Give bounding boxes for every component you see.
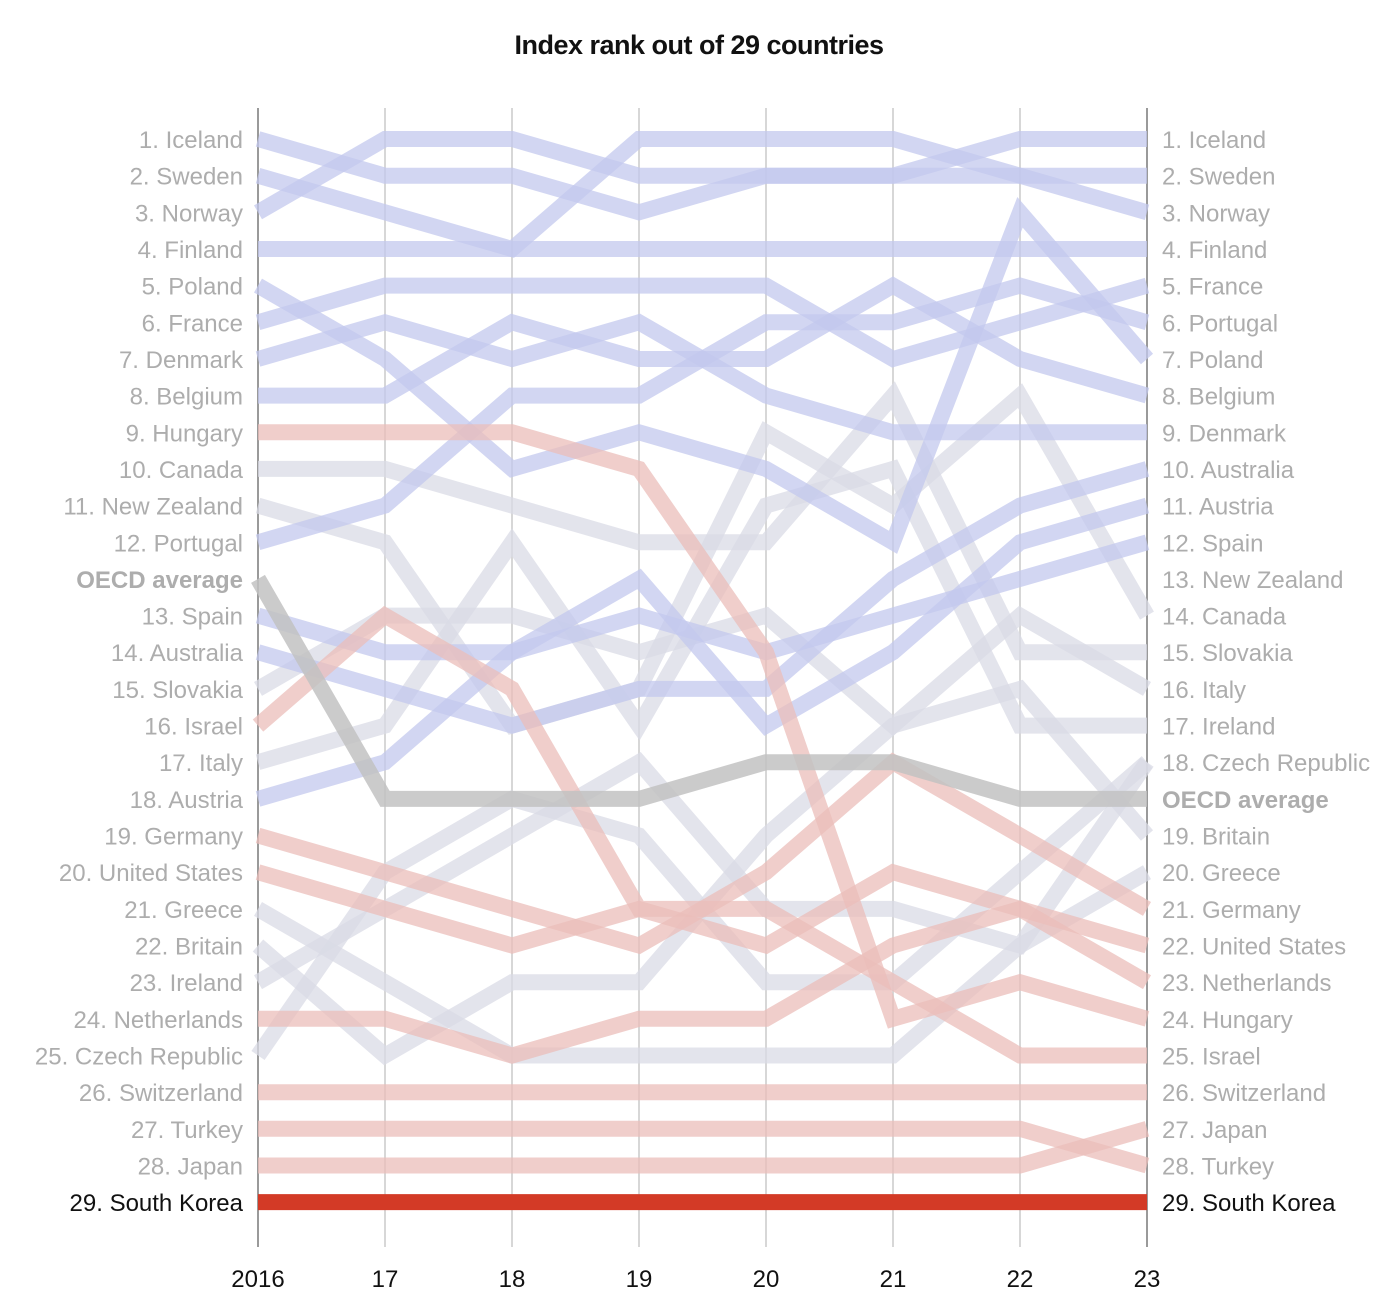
x-tick-label: 20 bbox=[753, 1266, 780, 1293]
left-label: 14. Australia bbox=[111, 640, 244, 667]
right-label: 1. Iceland bbox=[1162, 127, 1266, 154]
left-label: 21. Greece bbox=[124, 897, 243, 924]
left-label: 5. Poland bbox=[142, 274, 243, 301]
x-tick-label: 23 bbox=[1134, 1266, 1161, 1293]
series-line-japan bbox=[258, 1121, 1150, 1174]
chart-title: Index rank out of 29 countries bbox=[514, 30, 884, 60]
left-label: 23. Ireland bbox=[130, 970, 243, 997]
left-label: 19. Germany bbox=[104, 824, 243, 851]
series-line-belgium bbox=[258, 276, 1150, 404]
left-label: 25. Czech Republic bbox=[35, 1044, 243, 1071]
left-label: 20. United States bbox=[59, 860, 243, 887]
series-line-ireland bbox=[254, 751, 1154, 990]
left-label: 18. Austria bbox=[130, 787, 244, 814]
right-label: 20. Greece bbox=[1162, 860, 1281, 887]
left-label: 12. Portugal bbox=[114, 530, 243, 557]
right-label: 12. Spain bbox=[1162, 530, 1263, 557]
right-label: 29. South Korea bbox=[1162, 1190, 1336, 1217]
right-label: 15. Slovakia bbox=[1162, 640, 1293, 667]
right-label: 19. Britain bbox=[1162, 824, 1270, 851]
series-line-oecd-average bbox=[251, 574, 1147, 807]
series-line-turkey bbox=[258, 1120, 1150, 1174]
right-label: 17. Ireland bbox=[1162, 714, 1275, 741]
right-label: 4. Finland bbox=[1162, 237, 1267, 264]
right-label: 22. United States bbox=[1162, 934, 1346, 961]
right-label: 6. Portugal bbox=[1162, 310, 1278, 337]
series-line-australia bbox=[255, 461, 1150, 734]
left-label: 6. France bbox=[142, 310, 243, 337]
left-label: 24. Netherlands bbox=[74, 1007, 243, 1034]
right-label: 10. Australia bbox=[1162, 457, 1295, 484]
series-line-norway bbox=[254, 131, 1150, 220]
left-label: 4. Finland bbox=[138, 237, 243, 264]
right-label: 24. Hungary bbox=[1162, 1007, 1293, 1034]
left-label: 2. Sweden bbox=[130, 164, 243, 191]
x-tick-label: 21 bbox=[880, 1266, 907, 1293]
series-line-greece bbox=[254, 865, 1151, 1064]
series-line-netherlands bbox=[258, 900, 1151, 1064]
series-line-denmark bbox=[255, 313, 1147, 441]
x-tick-label: 18 bbox=[499, 1266, 526, 1293]
right-label: 18. Czech Republic bbox=[1162, 750, 1370, 777]
x-tick-label: 19 bbox=[626, 1266, 653, 1293]
right-label: 7. Poland bbox=[1162, 347, 1263, 374]
left-label: 22. Britain bbox=[135, 934, 243, 961]
right-label: 23. Netherlands bbox=[1162, 970, 1331, 997]
series-line-france bbox=[255, 277, 1150, 368]
left-label: 11. New Zealand bbox=[63, 494, 243, 521]
left-label: 9. Hungary bbox=[126, 420, 243, 447]
left-label: 27. Turkey bbox=[131, 1117, 243, 1144]
left-label: 16. Israel bbox=[144, 714, 243, 741]
left-label: 17. Italy bbox=[159, 750, 243, 777]
series-line-hungary bbox=[258, 424, 1150, 1029]
left-label: 13. Spain bbox=[142, 604, 243, 631]
series-lines bbox=[251, 131, 1154, 1211]
left-labels: 1. Iceland 2. Sweden 3. Norway 4. Finland 5.… bbox=[35, 127, 244, 1217]
right-label: 8. Belgium bbox=[1162, 384, 1275, 411]
left-label: OECD average bbox=[76, 567, 243, 594]
left-label: 7. Denmark bbox=[119, 347, 244, 374]
right-label: 16. Italy bbox=[1162, 677, 1246, 704]
x-tick-label: 2016 bbox=[231, 1266, 284, 1293]
left-label: 29. South Korea bbox=[70, 1190, 244, 1217]
series-line-united-states bbox=[255, 863, 1150, 955]
series-line-spain bbox=[255, 534, 1150, 661]
left-label: 26. Switzerland bbox=[79, 1080, 243, 1107]
series-line-germany bbox=[255, 752, 1152, 955]
right-label: 2. Sweden bbox=[1162, 164, 1275, 191]
right-label: OECD average bbox=[1162, 787, 1329, 814]
right-label: 25. Israel bbox=[1162, 1044, 1261, 1071]
left-label: 8. Belgium bbox=[130, 384, 243, 411]
left-label: 1. Iceland bbox=[139, 127, 243, 154]
series-line-iceland bbox=[255, 131, 1147, 221]
right-label: 28. Turkey bbox=[1162, 1153, 1274, 1180]
right-label: 26. Switzerland bbox=[1162, 1080, 1326, 1107]
x-axis: 2016 17 18 19 20 21 22 23 bbox=[231, 1266, 1160, 1293]
left-label: 3. Norway bbox=[135, 200, 243, 227]
left-label: 15. Slovakia bbox=[112, 677, 243, 704]
x-tick-label: 17 bbox=[372, 1266, 399, 1293]
right-label: 21. Germany bbox=[1162, 897, 1301, 924]
right-label: 3. Norway bbox=[1162, 200, 1270, 227]
left-label: 10. Canada bbox=[119, 457, 244, 484]
series-line-canada bbox=[258, 381, 1147, 661]
right-label: 14. Canada bbox=[1162, 604, 1287, 631]
right-label: 5. France bbox=[1162, 274, 1263, 301]
right-label: 13. New Zealand bbox=[1162, 567, 1343, 594]
left-label: 28. Japan bbox=[138, 1153, 243, 1180]
series-line-austria bbox=[255, 497, 1150, 807]
series-line-portugal bbox=[255, 277, 1150, 550]
right-label: 27. Japan bbox=[1162, 1117, 1267, 1144]
right-label: 11. Austria bbox=[1162, 494, 1274, 521]
right-labels: 1. Iceland 2. Sweden 3. Norway 4. Finland 5.… bbox=[1162, 127, 1370, 1217]
right-label: 9. Denmark bbox=[1162, 420, 1287, 447]
x-tick-label: 22 bbox=[1007, 1266, 1034, 1293]
